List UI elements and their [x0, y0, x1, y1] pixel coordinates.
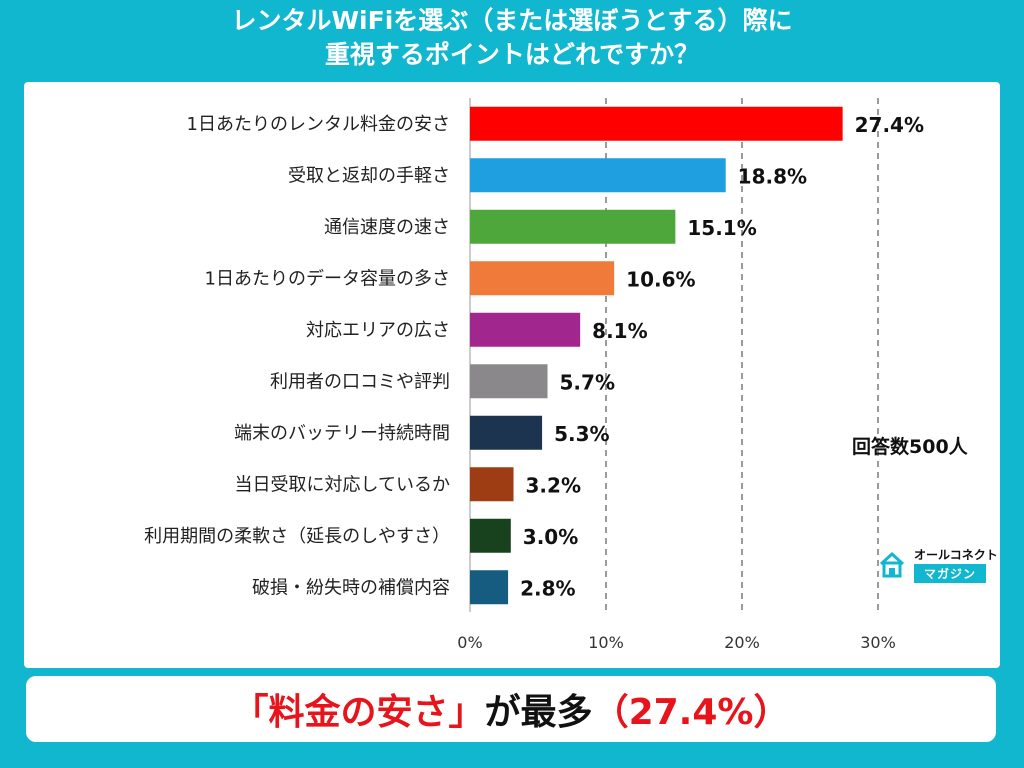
bar-4	[470, 261, 615, 296]
value-label: 2.8%	[520, 576, 575, 600]
category-label: 当日受取に対応しているか	[235, 474, 450, 495]
brand-name-top: オールコネクト	[914, 548, 998, 562]
category-label: 1日あたりのデータ容量の多さ	[205, 268, 450, 289]
brand-logo: オールコネクト マガジン	[878, 540, 1008, 586]
x-tick-label: 0%	[457, 633, 482, 652]
house-icon	[879, 551, 905, 578]
conclusion-highlight: 「料金の安さ」	[232, 692, 485, 733]
value-label: 15.1%	[687, 216, 756, 240]
category-label: 通信速度の速さ	[324, 217, 450, 238]
value-label: 8.1%	[592, 319, 647, 343]
conclusion-middle: が最多	[484, 692, 593, 733]
respondent-count: 回答数500人	[852, 436, 968, 458]
chart-title: レンタルWiFiを選ぶ（または選ぼうとする）際に 重視するポイントはどれですか？	[0, 0, 1024, 78]
bar-chart: 0% 10% 20% 30% 1日あたりのレンタル料金の安さ 27.4% 受取と返却の手軽さ…	[144, 98, 924, 652]
chart-panel: 0% 10% 20% 30% 1日あたりのレンタル料金の安さ 27.4% 受取と返却の手軽さ…	[24, 82, 1000, 668]
x-tick-label: 20%	[724, 633, 760, 652]
value-label: 5.3%	[554, 422, 609, 446]
value-label: 5.7%	[560, 370, 615, 394]
category-label: 1日あたりのレンタル料金の安さ	[187, 114, 450, 135]
x-tick-label: 30%	[860, 633, 896, 652]
bar-6	[470, 364, 548, 399]
bar-2	[470, 158, 726, 193]
category-label: 受取と返却の手軽さ	[288, 165, 450, 186]
value-label: 10.6%	[626, 267, 695, 291]
category-label: 破損・紛失時の補償内容	[252, 577, 450, 598]
conclusion-banner: 「料金の安さ」 が最多 （27.4%）	[22, 672, 1000, 746]
bar-10	[470, 570, 509, 605]
bar-1	[470, 106, 843, 141]
category-label: 端末のバッテリー持続時間	[234, 423, 450, 444]
value-label: 3.2%	[526, 473, 581, 497]
value-label: 3.0%	[523, 525, 578, 549]
bar-3	[470, 209, 676, 244]
title-line-1: レンタルWiFiを選ぶ（または選ぼうとする）際に	[231, 6, 793, 35]
x-tick-label: 10%	[588, 633, 624, 652]
brand-name-bottom: マガジン	[914, 564, 987, 583]
conclusion-value: （27.4%）	[592, 692, 790, 733]
bar-9	[470, 518, 511, 553]
category-label: 対応エリアの広さ	[306, 320, 450, 341]
title-line-2: 重視するポイントはどれですか？	[324, 40, 700, 69]
bar-5	[470, 312, 581, 347]
category-label: 利用者の口コミや評判	[270, 371, 450, 392]
value-label: 27.4%	[855, 113, 924, 137]
category-label: 利用期間の柔軟さ（延長のしやすさ）	[144, 526, 450, 547]
bar-7	[470, 415, 543, 450]
bar-8	[470, 467, 514, 502]
value-label: 18.8%	[738, 164, 807, 188]
